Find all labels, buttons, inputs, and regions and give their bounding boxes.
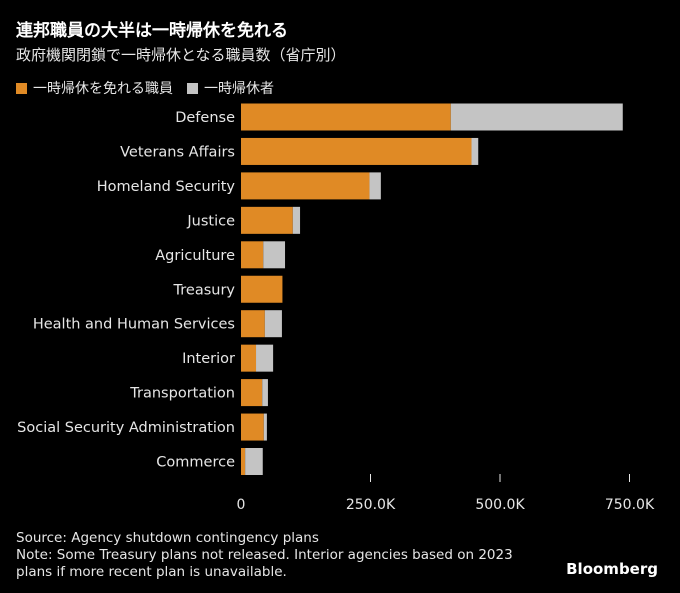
- bar-justice-exempt: [241, 206, 293, 234]
- bar-justice-furloughed: [292, 206, 301, 234]
- x-tick-label: 0: [237, 497, 246, 513]
- note-line-1: Note: Some Treasury plans not released. …: [16, 547, 513, 563]
- category-label-homeland-security: Homeland Security: [97, 179, 236, 195]
- legend-swatch-furloughed: [187, 82, 198, 94]
- category-label-agriculture: Agriculture: [155, 248, 235, 264]
- x-tick-label: 500.0K: [475, 497, 525, 513]
- x-tick-label: 250.0K: [346, 497, 396, 513]
- note-line-2: plans if more recent plan is unavailable…: [16, 564, 287, 580]
- x-tick-label: 750.0K: [605, 497, 655, 513]
- bar-veterans-affairs-furloughed: [471, 137, 479, 165]
- bar-commerce-furloughed: [245, 448, 263, 475]
- category-label-veterans-affairs: Veterans Affairs: [120, 144, 235, 160]
- category-label-interior: Interior: [182, 351, 235, 367]
- bar-interior-exempt: [241, 344, 257, 372]
- legend-label-furloughed: 一時帰休者: [204, 81, 274, 97]
- category-label-health-and-human-services: Health and Human Services: [33, 317, 235, 333]
- chart-subtitle: 政府機関閉鎖で一時帰休となる職員数（省庁別）: [16, 46, 346, 64]
- category-label-justice: Justice: [186, 213, 235, 229]
- footer-notes: Source: Agency shutdown contingency plan…: [16, 530, 513, 581]
- legend-item-exempt: 一時帰休を免れる職員: [16, 78, 173, 98]
- bar-defense-furloughed: [450, 103, 623, 131]
- legend-swatch-exempt: [16, 82, 27, 94]
- bar-commerce-exempt: [241, 448, 246, 475]
- category-label-treasury: Treasury: [173, 282, 236, 298]
- category-label-transportation: Transportation: [129, 386, 235, 402]
- bar-veterans-affairs-exempt: [241, 137, 472, 165]
- bar-transportation-furloughed: [262, 379, 268, 407]
- bar-social-security-administration-furloughed: [263, 413, 267, 441]
- category-label-commerce: Commerce: [156, 455, 235, 471]
- source-note: Source: Agency shutdown contingency plan…: [16, 530, 319, 546]
- bar-treasury-exempt: [241, 275, 283, 303]
- bar-homeland-security-furloughed: [369, 172, 381, 200]
- bar-social-security-administration-exempt: [241, 413, 264, 441]
- category-label-defense: Defense: [175, 110, 235, 126]
- bar-interior-furloughed: [256, 344, 274, 372]
- chart-title: 連邦職員の大半は一時帰休を免れる: [16, 21, 288, 41]
- legend-item-furloughed: 一時帰休者: [187, 78, 274, 98]
- bar-health-and-human-services-exempt: [241, 310, 265, 338]
- legend-label-exempt: 一時帰休を免れる職員: [33, 81, 173, 97]
- bar-agriculture-furloughed: [263, 241, 286, 269]
- bar-health-and-human-services-furloughed: [264, 310, 282, 338]
- bloomberg-logo: Bloomberg: [566, 560, 658, 578]
- bar-defense-exempt: [241, 103, 451, 131]
- bar-agriculture-exempt: [241, 241, 264, 269]
- legend: 一時帰休を免れる職員 一時帰休者: [16, 78, 288, 98]
- bar-homeland-security-exempt: [241, 172, 370, 200]
- category-label-social-security-administration: Social Security Administration: [17, 420, 235, 436]
- bar-transportation-exempt: [241, 379, 263, 407]
